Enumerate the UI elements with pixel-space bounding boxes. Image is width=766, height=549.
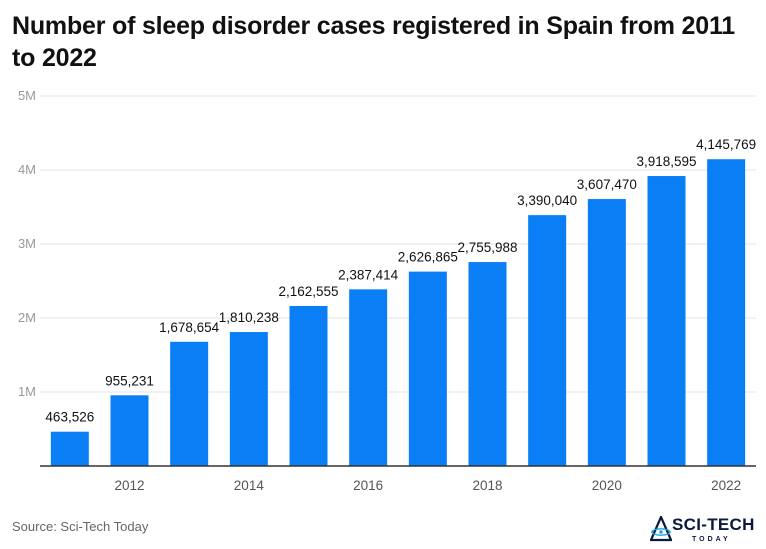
data-label: 463,526 [45, 410, 94, 425]
data-label: 1,678,654 [159, 320, 220, 335]
x-tick-label: 2016 [353, 478, 383, 493]
bar [528, 215, 567, 466]
y-tick-label: 1M [18, 384, 36, 399]
bar [647, 176, 686, 466]
bar [170, 341, 209, 466]
bar [349, 289, 388, 466]
atom-triangle-icon [650, 516, 672, 542]
y-tick-label: 2M [18, 310, 36, 325]
logo-tagline: TODAY [692, 536, 731, 543]
x-tick-label: 2012 [114, 478, 144, 493]
data-label: 2,755,988 [457, 240, 517, 255]
y-tick-label: 5M [18, 88, 36, 103]
bar [110, 395, 149, 466]
data-label: 2,162,555 [278, 284, 338, 299]
y-tick-label: 3M [18, 236, 36, 251]
bar [587, 199, 626, 466]
brand-logo: SCI-TECH TODAY [650, 512, 762, 548]
x-tick-label: 2020 [592, 478, 622, 493]
x-tick-label: 2022 [711, 478, 741, 493]
data-label: 3,918,595 [636, 154, 696, 169]
bar [289, 305, 328, 466]
data-label: 1,810,238 [219, 310, 279, 325]
bar [50, 431, 89, 466]
x-tick-label: 2014 [234, 478, 265, 493]
data-label: 2,626,865 [398, 250, 458, 265]
source-note: Source: Sci-Tech Today [12, 519, 149, 534]
logo-wordmark: SCI-TECH [672, 515, 755, 534]
bar [229, 332, 268, 466]
bar [707, 159, 746, 467]
data-label: 2,387,414 [338, 267, 399, 282]
data-label: 3,390,040 [517, 193, 577, 208]
y-tick-label: 4M [18, 162, 36, 177]
x-tick-label: 2018 [472, 478, 502, 493]
data-label: 3,607,470 [577, 177, 637, 192]
chart-title: Number of sleep disorder cases registere… [12, 12, 735, 72]
bar [408, 271, 447, 466]
data-label: 4,145,769 [696, 137, 756, 152]
bar-chart: 1M 2M 3M 4M 5M 463,526 955,231 2012 1,678,6541,8… [18, 88, 756, 493]
data-label: 955,231 [105, 373, 154, 388]
bar [468, 262, 507, 466]
